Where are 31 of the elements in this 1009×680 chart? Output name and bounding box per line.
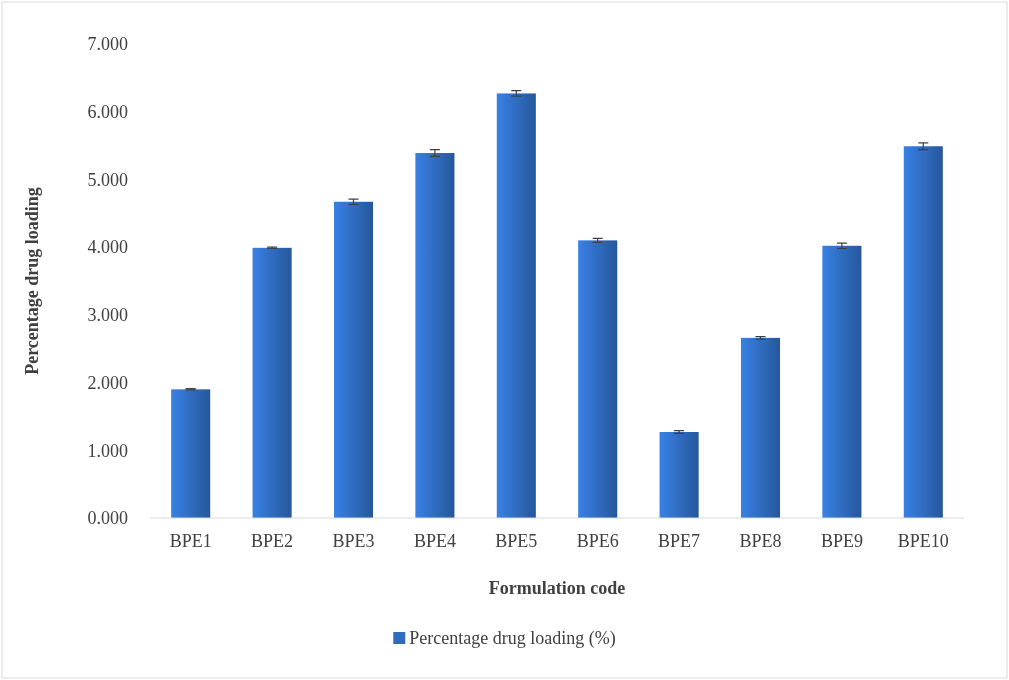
y-tick-label: 5.000 bbox=[87, 169, 128, 190]
bar bbox=[333, 201, 374, 518]
legend-label: Percentage drug loading (%) bbox=[409, 628, 616, 649]
x-tick-label: BPE3 bbox=[332, 530, 375, 551]
x-tick-label: BPE7 bbox=[658, 530, 701, 551]
y-tick-label: 0.000 bbox=[87, 508, 128, 529]
x-tick-label: BPE1 bbox=[169, 530, 212, 551]
bar bbox=[415, 153, 455, 518]
x-tick-label: BPE10 bbox=[897, 530, 949, 551]
y-tick-label: 7.000 bbox=[87, 34, 128, 55]
x-tick-label: BPE2 bbox=[251, 530, 294, 551]
bar bbox=[822, 245, 862, 518]
bar bbox=[578, 240, 618, 518]
bar bbox=[659, 432, 699, 518]
x-tick-label: BPE6 bbox=[576, 530, 619, 551]
y-axis-title: Percentage drug loading bbox=[22, 187, 42, 375]
y-tick-label: 2.000 bbox=[87, 372, 128, 393]
y-tick-label: 1.000 bbox=[87, 440, 128, 461]
y-tick-label: 3.000 bbox=[87, 305, 128, 326]
x-tick-label: BPE4 bbox=[413, 530, 456, 551]
bar bbox=[903, 146, 943, 518]
bar bbox=[740, 337, 781, 518]
bar bbox=[171, 389, 211, 518]
y-tick-label: 6.000 bbox=[87, 101, 128, 122]
x-tick-label: BPE5 bbox=[495, 530, 538, 551]
x-axis-title: Formulation code bbox=[488, 578, 626, 598]
bar bbox=[496, 93, 536, 518]
x-tick-label: BPE9 bbox=[820, 530, 863, 551]
y-tick-label: 4.000 bbox=[87, 237, 128, 258]
x-tick-label: BPE8 bbox=[739, 530, 782, 551]
bar bbox=[252, 247, 292, 518]
